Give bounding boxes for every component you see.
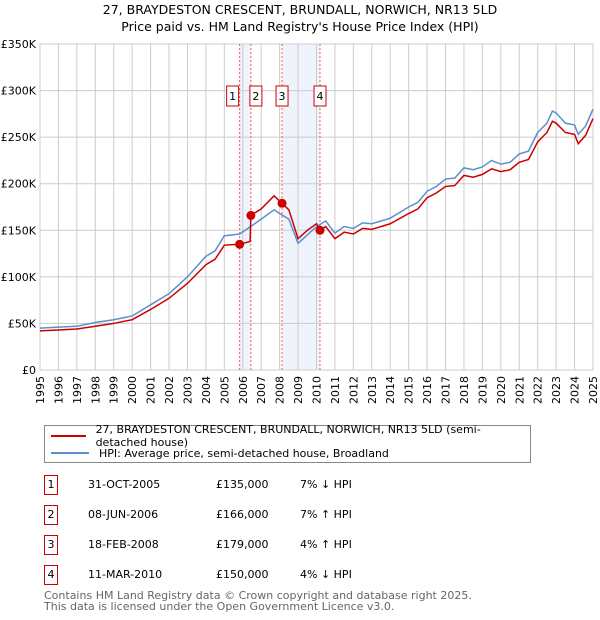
x-tick-label: 2024 — [569, 376, 582, 404]
x-tick-label: 2007 — [255, 376, 268, 404]
sale-label: 3 — [279, 90, 286, 103]
y-tick-label: £0 — [22, 364, 36, 377]
footer-licence: This data is licensed under the Open Gov… — [44, 600, 395, 613]
y-tick-label: £300K — [1, 85, 37, 98]
footer-copyright: Contains HM Land Registry data © Crown c… — [44, 589, 472, 602]
sale-hpi-diff: 7% ↑ HPI — [300, 508, 352, 521]
sale-date: 18-FEB-2008 — [88, 538, 159, 551]
x-tick-label: 2008 — [274, 376, 287, 404]
x-tick-label: 2023 — [550, 376, 563, 404]
sale-number: 4 — [44, 565, 58, 585]
sale-label: 2 — [252, 90, 259, 103]
legend-item-price-paid: 27, BRAYDESTON CRESCENT, BRUNDALL, NORWI… — [51, 423, 530, 449]
x-tick-label: 1998 — [89, 376, 102, 404]
x-tick-label: 2016 — [421, 376, 434, 404]
sale-point — [246, 210, 256, 220]
x-tick-label: 2012 — [347, 376, 360, 404]
x-tick-label: 2013 — [366, 376, 379, 404]
x-tick-label: 2009 — [292, 376, 305, 404]
x-tick-label: 2018 — [458, 376, 471, 404]
y-tick-label: £50K — [8, 317, 37, 330]
sale-label-box — [226, 85, 240, 107]
sale-hpi-diff: 4% ↓ HPI — [300, 568, 352, 581]
sale-date: 31-OCT-2005 — [88, 478, 161, 491]
plot-border — [39, 43, 594, 371]
y-tick-label: £150K — [1, 224, 37, 237]
chart-title: 27, BRAYDESTON CRESCENT, BRUNDALL, NORWI… — [102, 2, 498, 17]
sale-price: £179,000 — [216, 538, 269, 551]
x-tick-label: 2022 — [532, 376, 545, 404]
chart-subtitle: Price paid vs. HM Land Registry's House … — [121, 19, 479, 34]
price-paid-line — [39, 118, 594, 332]
sale-number: 3 — [44, 535, 58, 555]
sale-price: £166,000 — [216, 508, 269, 521]
x-tick-label: 2011 — [329, 376, 342, 404]
x-tick-label: 2003 — [181, 376, 194, 404]
x-tick-label: 1997 — [71, 376, 84, 404]
sale-date: 08-JUN-2006 — [88, 508, 159, 521]
x-tick-label: 2002 — [163, 376, 176, 404]
sale-hpi-diff: 7% ↓ HPI — [300, 478, 352, 491]
legend-item-hpi: HPI: Average price, semi-detached house,… — [51, 445, 389, 461]
x-tick-label: 1999 — [108, 376, 121, 404]
sale-hpi-diff: 4% ↑ HPI — [300, 538, 352, 551]
y-tick-label: £100K — [1, 271, 37, 284]
sale-label: 4 — [317, 90, 324, 103]
x-tick-label: 2014 — [384, 376, 397, 404]
x-tick-label: 2019 — [476, 376, 489, 404]
x-tick-label: 2017 — [440, 376, 453, 404]
sale-price: £135,000 — [216, 478, 269, 491]
sale-number: 1 — [44, 475, 58, 495]
x-tick-label: 2001 — [145, 376, 158, 404]
x-tick-label: 2020 — [495, 376, 508, 404]
sale-number: 2 — [44, 505, 58, 525]
x-tick-label: 2000 — [126, 376, 139, 404]
sale-label-box — [275, 85, 289, 107]
hpi-line — [39, 108, 594, 329]
legend: 27, BRAYDESTON CRESCENT, BRUNDALL, NORWI… — [44, 423, 531, 463]
legend-label: HPI: Average price, semi-detached house,… — [99, 446, 389, 460]
legend-swatch-blue — [51, 452, 89, 454]
x-tick-label: 2005 — [218, 376, 231, 404]
shaded-range — [239, 44, 251, 370]
y-tick-label: £200K — [1, 178, 37, 191]
sale-price: £150,000 — [216, 568, 269, 581]
x-tick-label: 2015 — [403, 376, 416, 404]
sale-date: 11-MAR-2010 — [88, 568, 163, 581]
y-tick-label: £250K — [1, 131, 37, 144]
x-tick-label: 2004 — [200, 376, 213, 404]
plot-area: 1995 1996 1997 1998 1999 2000 2001 2002 2003 2004… — [1, 38, 600, 404]
sale-point — [235, 239, 245, 249]
x-tick-label: 1995 — [34, 376, 47, 404]
x-tick-label: 2025 — [587, 376, 600, 404]
x-tick-label: 1996 — [52, 376, 65, 404]
x-tick-label: 2021 — [513, 376, 526, 404]
legend-label: 27, BRAYDESTON CRESCENT, BRUNDALL, NORWI… — [95, 423, 481, 449]
sale-label: 1 — [229, 90, 236, 103]
sale-label-box — [249, 85, 263, 107]
x-tick-label: 2006 — [237, 376, 250, 404]
y-tick-label: £350K — [1, 38, 37, 51]
legend-swatch-red — [51, 435, 86, 437]
x-tick-label: 2010 — [311, 376, 324, 404]
sale-point — [315, 225, 325, 235]
sale-point — [277, 198, 287, 208]
sale-label-box — [313, 85, 327, 107]
